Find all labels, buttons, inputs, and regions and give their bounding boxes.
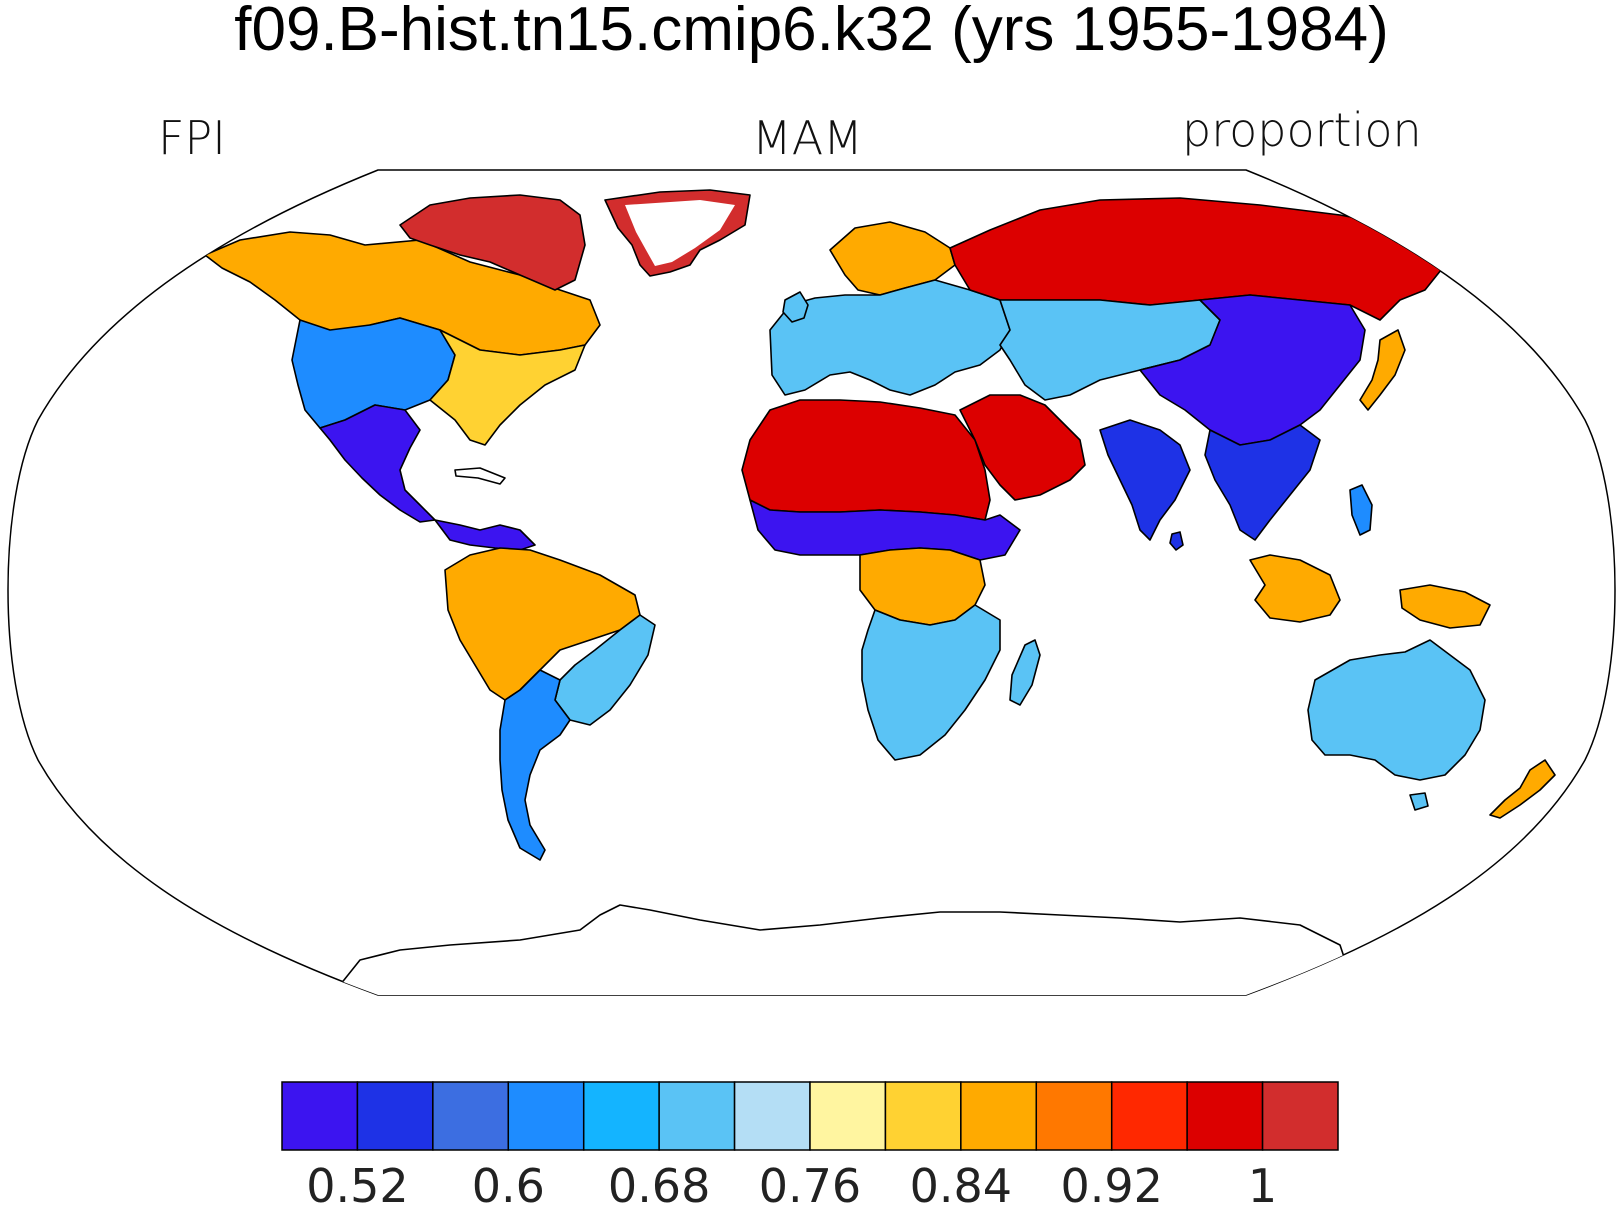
colorbar-box [1261, 1081, 1339, 1151]
region-new-zealand [1489, 759, 1556, 819]
region-antarctica [339, 904, 1351, 995]
colorbar-box [356, 1081, 434, 1151]
season-label: MAM [752, 111, 863, 165]
colorbar-box [582, 1081, 660, 1151]
region-mexico [319, 404, 436, 523]
region-new-guinea [1399, 584, 1491, 629]
cuba [454, 467, 506, 485]
region-western-us [291, 317, 456, 429]
region-europe [769, 279, 1011, 396]
colorbar-box [1035, 1081, 1113, 1151]
colorbar-box [733, 1081, 811, 1151]
philippines [1349, 484, 1373, 536]
colorbar-box [1186, 1081, 1264, 1151]
uk-island [782, 291, 809, 323]
region-central-america [434, 519, 536, 551]
region-indonesia [1249, 554, 1341, 623]
colorbar-tick-label: 0.84 [910, 1159, 1012, 1212]
region-southeast-asia [1204, 424, 1321, 541]
region-sahel [749, 499, 1021, 561]
variable-label: FPI [158, 111, 226, 165]
region-south-america-east [554, 614, 656, 726]
colorbar-box [432, 1081, 510, 1151]
region-japan [1359, 329, 1406, 411]
greenland-interior [625, 200, 735, 266]
colorbar-box [281, 1081, 359, 1151]
world-map [7, 169, 1616, 996]
colorbar-box [960, 1081, 1038, 1151]
region-southern-africa [861, 604, 1001, 761]
colorbar-box [507, 1081, 585, 1151]
tasmania [1409, 792, 1429, 811]
colorbar-tick-label: 0.68 [608, 1159, 710, 1212]
region-south-america-south [499, 669, 571, 861]
colorbar-box [809, 1081, 887, 1151]
region-eastern-us [429, 329, 586, 446]
sri-lanka [1169, 531, 1184, 551]
region-amazon [444, 547, 641, 701]
colorbar-box [884, 1081, 962, 1151]
colorbar-tick-label: 0.6 [472, 1159, 545, 1212]
colorbar-tick-label: 0.92 [1061, 1159, 1163, 1212]
map-title: f09.B-hist.tn15.cmip6.k32 (yrs 1955-1984… [234, 0, 1389, 64]
region-madagascar [1009, 639, 1041, 706]
colorbar: 0.52 0.6 0.68 0.76 0.84 0.92 1 [281, 1081, 1339, 1212]
region-scandinavia [829, 221, 956, 296]
region-india [1099, 419, 1191, 541]
units-label: proportion [1182, 103, 1422, 157]
region-arabia [959, 394, 1086, 501]
colorbar-box [1110, 1081, 1188, 1151]
colorbar-tick-label: 0.76 [759, 1159, 861, 1212]
colorbar-box [658, 1081, 736, 1151]
colorbar-tick-label: 0.52 [306, 1159, 408, 1212]
region-sahara [741, 399, 991, 521]
colorbar-tick-label: 1 [1248, 1159, 1277, 1212]
region-australia [1307, 639, 1486, 781]
region-canadian-arctic [399, 194, 586, 291]
